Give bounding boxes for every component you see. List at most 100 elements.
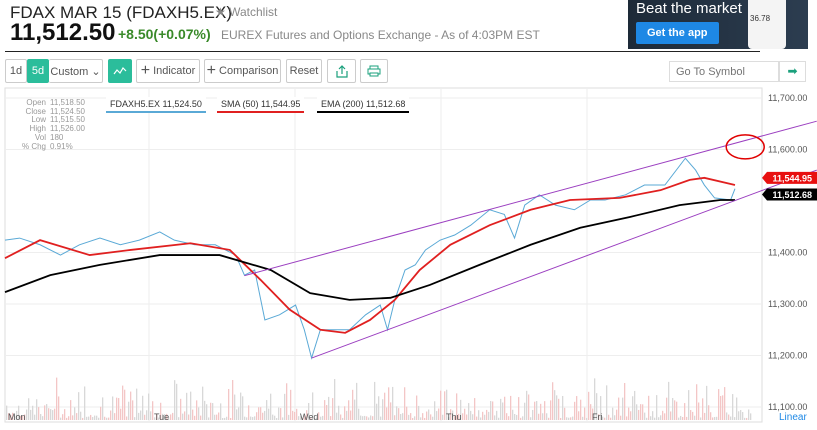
volume-bar [696, 384, 698, 420]
volume-bar [500, 398, 502, 420]
get-app-button[interactable]: Get the app [636, 22, 719, 44]
volume-bar [416, 395, 418, 420]
volume-bar [256, 412, 258, 420]
volume-bar [370, 415, 372, 420]
share-icon[interactable] [327, 59, 356, 83]
volume-bar [116, 397, 118, 420]
legend-ema[interactable]: EMA (200) 11,512.68 [317, 97, 410, 113]
volume-bar [288, 414, 290, 420]
volume-bar [40, 414, 42, 420]
volume-bar [336, 412, 338, 420]
arrow-right-icon[interactable]: ➡ [779, 61, 806, 82]
volume-bar [62, 414, 64, 420]
volume-bar [644, 412, 646, 420]
volume-bar [480, 417, 482, 420]
volume-bar [678, 417, 680, 420]
ohlc-key: % Chg [21, 141, 46, 151]
volume-bar [170, 414, 172, 420]
app-ad-banner[interactable]: Beat the market Get the app 36.78 [628, 0, 808, 49]
volume-bar [92, 416, 94, 420]
range-5d-button[interactable]: 5d [27, 59, 49, 83]
volume-bar [712, 417, 714, 420]
print-icon[interactable] [360, 59, 388, 83]
volume-bar [646, 417, 648, 420]
goto-symbol-input[interactable] [669, 61, 779, 82]
add-indicator-button[interactable]: + Indicator [136, 59, 200, 83]
volume-bar [518, 397, 520, 420]
volume-bar [658, 417, 660, 420]
volume-bar [550, 400, 552, 420]
y-tick-label: 11,100.00 [768, 402, 807, 412]
volume-bar [44, 405, 46, 420]
volume-bar [684, 403, 686, 420]
volume-bar [642, 404, 644, 420]
volume-bar [120, 408, 122, 420]
line-chart-icon[interactable] [108, 59, 132, 83]
volume-bar [714, 416, 716, 420]
volume-bar [662, 410, 664, 420]
custom-range-dropdown[interactable]: Custom ⌄ [49, 59, 103, 83]
volume-bar [400, 414, 402, 420]
add-comparison-button[interactable]: + Comparison [204, 59, 281, 83]
volume-bar [58, 396, 60, 420]
volume-bar [494, 415, 496, 420]
volume-bar [406, 406, 408, 420]
volume-bar [266, 400, 268, 420]
legend-price[interactable]: FDAXH5.EX 11,524.50 [106, 97, 206, 113]
volume-bar [96, 415, 98, 420]
volume-bar [558, 398, 560, 420]
volume-bar [270, 393, 272, 420]
reset-button[interactable]: Reset [286, 59, 322, 83]
scale-type-toggle[interactable]: Linear [779, 412, 807, 423]
volume-bar [118, 398, 120, 420]
volume-bar [590, 404, 592, 420]
ohlc-row: Open 11,518.50 [18, 98, 85, 108]
volume-bar [162, 413, 164, 420]
volume-bar [20, 415, 22, 420]
volume-bar [560, 417, 562, 420]
volume-bar [708, 405, 710, 420]
volume-bar [444, 391, 446, 420]
volume-bar [748, 409, 750, 420]
volume-bar [304, 415, 306, 420]
volume-bar [386, 407, 388, 420]
volume-bar [556, 395, 558, 420]
volume-bar [554, 390, 556, 420]
volume-bar [508, 416, 510, 420]
volume-bar [184, 411, 186, 420]
legend-sma[interactable]: SMA (50) 11,544.95 [217, 97, 305, 113]
y-tick-label: 11,700.00 [768, 93, 807, 103]
volume-bar [172, 412, 174, 420]
volume-bar [38, 407, 40, 420]
volume-bar [530, 417, 532, 420]
volume-bar [706, 385, 708, 420]
volume-bar [272, 414, 274, 420]
volume-bar [624, 383, 626, 420]
volume-bar [352, 389, 354, 420]
volume-bar [140, 410, 142, 420]
volume-bar [372, 416, 374, 420]
volume-bar [234, 394, 236, 420]
volume-bar [354, 399, 356, 420]
volume-bar [526, 390, 528, 420]
volume-bar [746, 417, 748, 420]
ohlc-row: High 11,526.00 [18, 124, 85, 134]
volume-bar [318, 412, 320, 420]
volume-bar [704, 412, 706, 420]
volume-bar [262, 412, 264, 420]
volume-bar [216, 414, 218, 420]
range-1d-button[interactable]: 1d [5, 59, 27, 83]
volume-bar [316, 417, 318, 420]
volume-bar [306, 410, 308, 420]
volume-bar [300, 415, 302, 420]
watchlist-button[interactable]: ★ Watchlist [215, 5, 278, 19]
volume-bar [226, 416, 228, 420]
volume-bar [112, 396, 114, 420]
volume-bar [224, 417, 226, 420]
volume-bar [502, 402, 504, 420]
last-value-label: 11,512.68 [772, 190, 812, 200]
volume-bar [412, 417, 414, 420]
volume-bar [552, 382, 554, 420]
volume-bar [78, 392, 80, 420]
